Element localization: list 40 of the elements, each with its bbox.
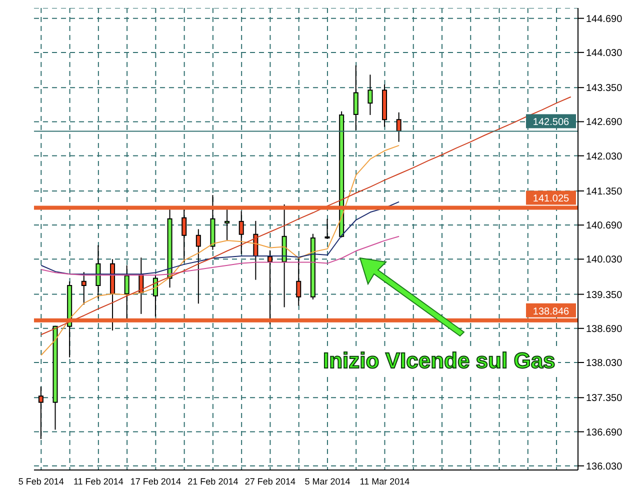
candlestick <box>81 272 86 306</box>
y-tick-label: 144.030 <box>586 48 623 59</box>
y-tick-label: 136.030 <box>586 461 623 472</box>
x-tick-label: 11 Feb 2014 <box>73 476 124 486</box>
y-tick-label: 138.030 <box>586 358 623 370</box>
x-tick-label: 5 Mar 2014 <box>304 476 350 486</box>
y-tick-label: 142.030 <box>586 151 623 162</box>
x-tick-label: 5 Feb 2014 <box>18 476 64 486</box>
candlestick <box>368 74 373 116</box>
x-tick-label: 21 Feb 2014 <box>188 476 238 486</box>
line-series <box>40 96 572 336</box>
ref-line-label: 138.846 <box>532 306 570 318</box>
y-tick-label: 140.030 <box>586 254 623 266</box>
candlestick <box>324 218 330 240</box>
candlestick <box>267 250 272 325</box>
y-tick-label: 143.350 <box>586 83 623 94</box>
y-tick-label: 140.690 <box>586 220 623 232</box>
x-tick-label: 27 Feb 2014 <box>244 476 296 486</box>
candlestick <box>182 208 187 263</box>
x-tick-label: 11 Mar 2014 <box>360 476 410 486</box>
y-tick-label: 141.350 <box>586 186 623 198</box>
x-tick-label: 17 Feb 2014 <box>130 476 181 486</box>
candlestick <box>238 210 244 254</box>
annotation: Inizio VIcende sul Gas <box>320 348 558 374</box>
y-tick-label: 136.690 <box>586 427 623 438</box>
candlestick <box>124 264 130 320</box>
candlestick <box>38 386 44 440</box>
candlestick <box>224 208 230 241</box>
y-tick-label: 144.690 <box>586 14 623 25</box>
y-tick-label: 138.690 <box>586 324 623 335</box>
y-tick-label: 137.350 <box>586 393 623 404</box>
candlestick <box>396 112 402 142</box>
candlestick <box>296 258 302 306</box>
ref-line-label: 141.025 <box>532 194 570 205</box>
ref-line-label: 142.506 <box>532 117 570 128</box>
candlestick <box>96 244 101 299</box>
candlestick <box>196 228 201 304</box>
y-tick-label: 142.690 <box>586 117 623 128</box>
candlestick <box>353 64 358 131</box>
y-tick-label: 139.350 <box>586 290 623 301</box>
